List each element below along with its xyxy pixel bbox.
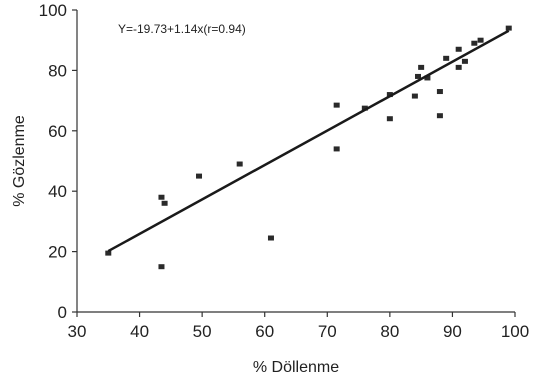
data-points — [105, 25, 512, 270]
data-point — [236, 161, 243, 167]
x-tick-label: 90 — [443, 322, 462, 341]
y-tick-label: 80 — [48, 61, 67, 80]
data-point — [461, 58, 468, 64]
x-tick-label: 80 — [380, 322, 399, 341]
regression-line-group — [107, 29, 510, 253]
data-point — [333, 102, 340, 108]
regression-line — [107, 29, 510, 253]
y-tick-label: 100 — [39, 1, 67, 20]
y-tick-label: 60 — [48, 122, 67, 141]
data-point — [471, 40, 478, 46]
data-point — [386, 92, 393, 98]
x-tick-label: 60 — [255, 322, 274, 341]
data-point — [196, 173, 203, 179]
y-tick-label: 40 — [48, 182, 67, 201]
axes — [76, 10, 515, 313]
data-point — [386, 116, 393, 122]
ticks: 0 20 40 60 80 100 30 40 50 60 70 80 90 100 — [39, 1, 530, 341]
y-tick-label: 0 — [58, 303, 67, 322]
data-point — [267, 235, 274, 241]
y-tick-label: 20 — [48, 243, 67, 262]
x-tick-label: 50 — [193, 322, 212, 341]
x-tick-label: 100 — [501, 322, 529, 341]
data-point — [455, 46, 462, 52]
y-axis-title: % Gözlenme — [11, 115, 28, 207]
data-point — [436, 89, 443, 95]
x-tick-label: 70 — [318, 322, 337, 341]
data-point — [333, 146, 340, 152]
data-point — [158, 264, 165, 270]
data-point — [415, 73, 422, 79]
data-point — [418, 64, 425, 70]
data-point — [477, 37, 484, 43]
data-point — [161, 200, 168, 206]
data-point — [411, 93, 418, 99]
data-point — [424, 75, 431, 81]
x-tick-label: 30 — [68, 322, 87, 341]
data-point — [105, 250, 112, 256]
x-tick-label: 40 — [130, 322, 149, 341]
regression-equation: Y=-19.73+1.14x(r=0.94) — [118, 22, 246, 36]
data-point — [505, 25, 512, 31]
data-point — [158, 194, 165, 200]
data-point — [443, 55, 450, 61]
data-point — [455, 64, 462, 70]
data-point — [361, 105, 368, 111]
x-axis-title: % Döllenme — [253, 359, 339, 376]
data-point — [436, 113, 443, 119]
